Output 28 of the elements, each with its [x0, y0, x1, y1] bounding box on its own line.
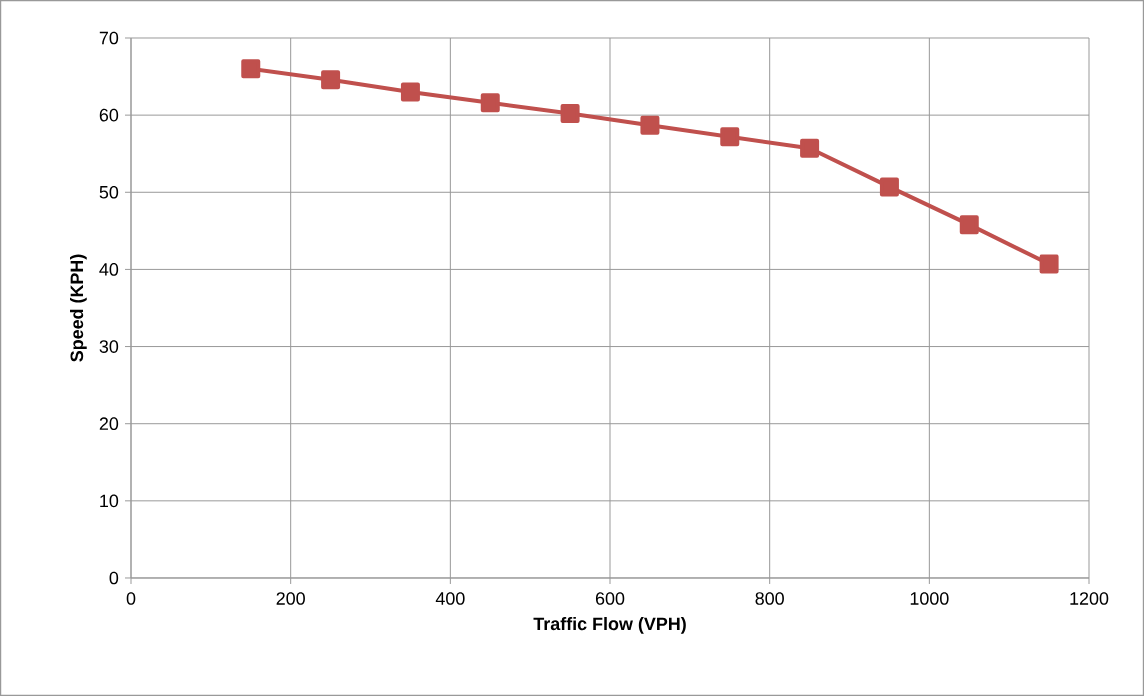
y-tick-label: 20	[99, 417, 119, 431]
x-tick-label: 200	[276, 592, 305, 605]
point	[480, 93, 500, 113]
point	[640, 115, 660, 135]
point	[720, 127, 740, 147]
y-tick-label: 30	[99, 340, 119, 353]
x-tick-label: 400	[435, 592, 465, 605]
point	[321, 70, 341, 90]
x-tick-label: 1000	[910, 592, 949, 605]
y-tick-label: 40	[99, 263, 119, 276]
y-tick-label: 60	[99, 108, 119, 122]
point	[800, 138, 820, 158]
point	[560, 104, 580, 124]
point	[1039, 254, 1059, 274]
x-tick-label: 1200	[1070, 592, 1109, 605]
x-axis-title: Traffic Flow (VPH)	[533, 617, 686, 634]
y-tick-label: 10	[100, 494, 119, 508]
point	[400, 82, 420, 102]
y-tick-label: 0	[109, 571, 119, 585]
point	[241, 59, 261, 79]
y-axis-title: Speed (KPH)	[70, 254, 87, 362]
point	[879, 177, 899, 197]
x-tick-label: 600	[595, 592, 625, 605]
y-tick-label: 50	[99, 185, 119, 199]
x-tick-label: 800	[755, 592, 784, 605]
x-tick-label: 0	[126, 592, 136, 605]
y-tick-label: 70	[99, 31, 119, 45]
point	[959, 215, 979, 235]
